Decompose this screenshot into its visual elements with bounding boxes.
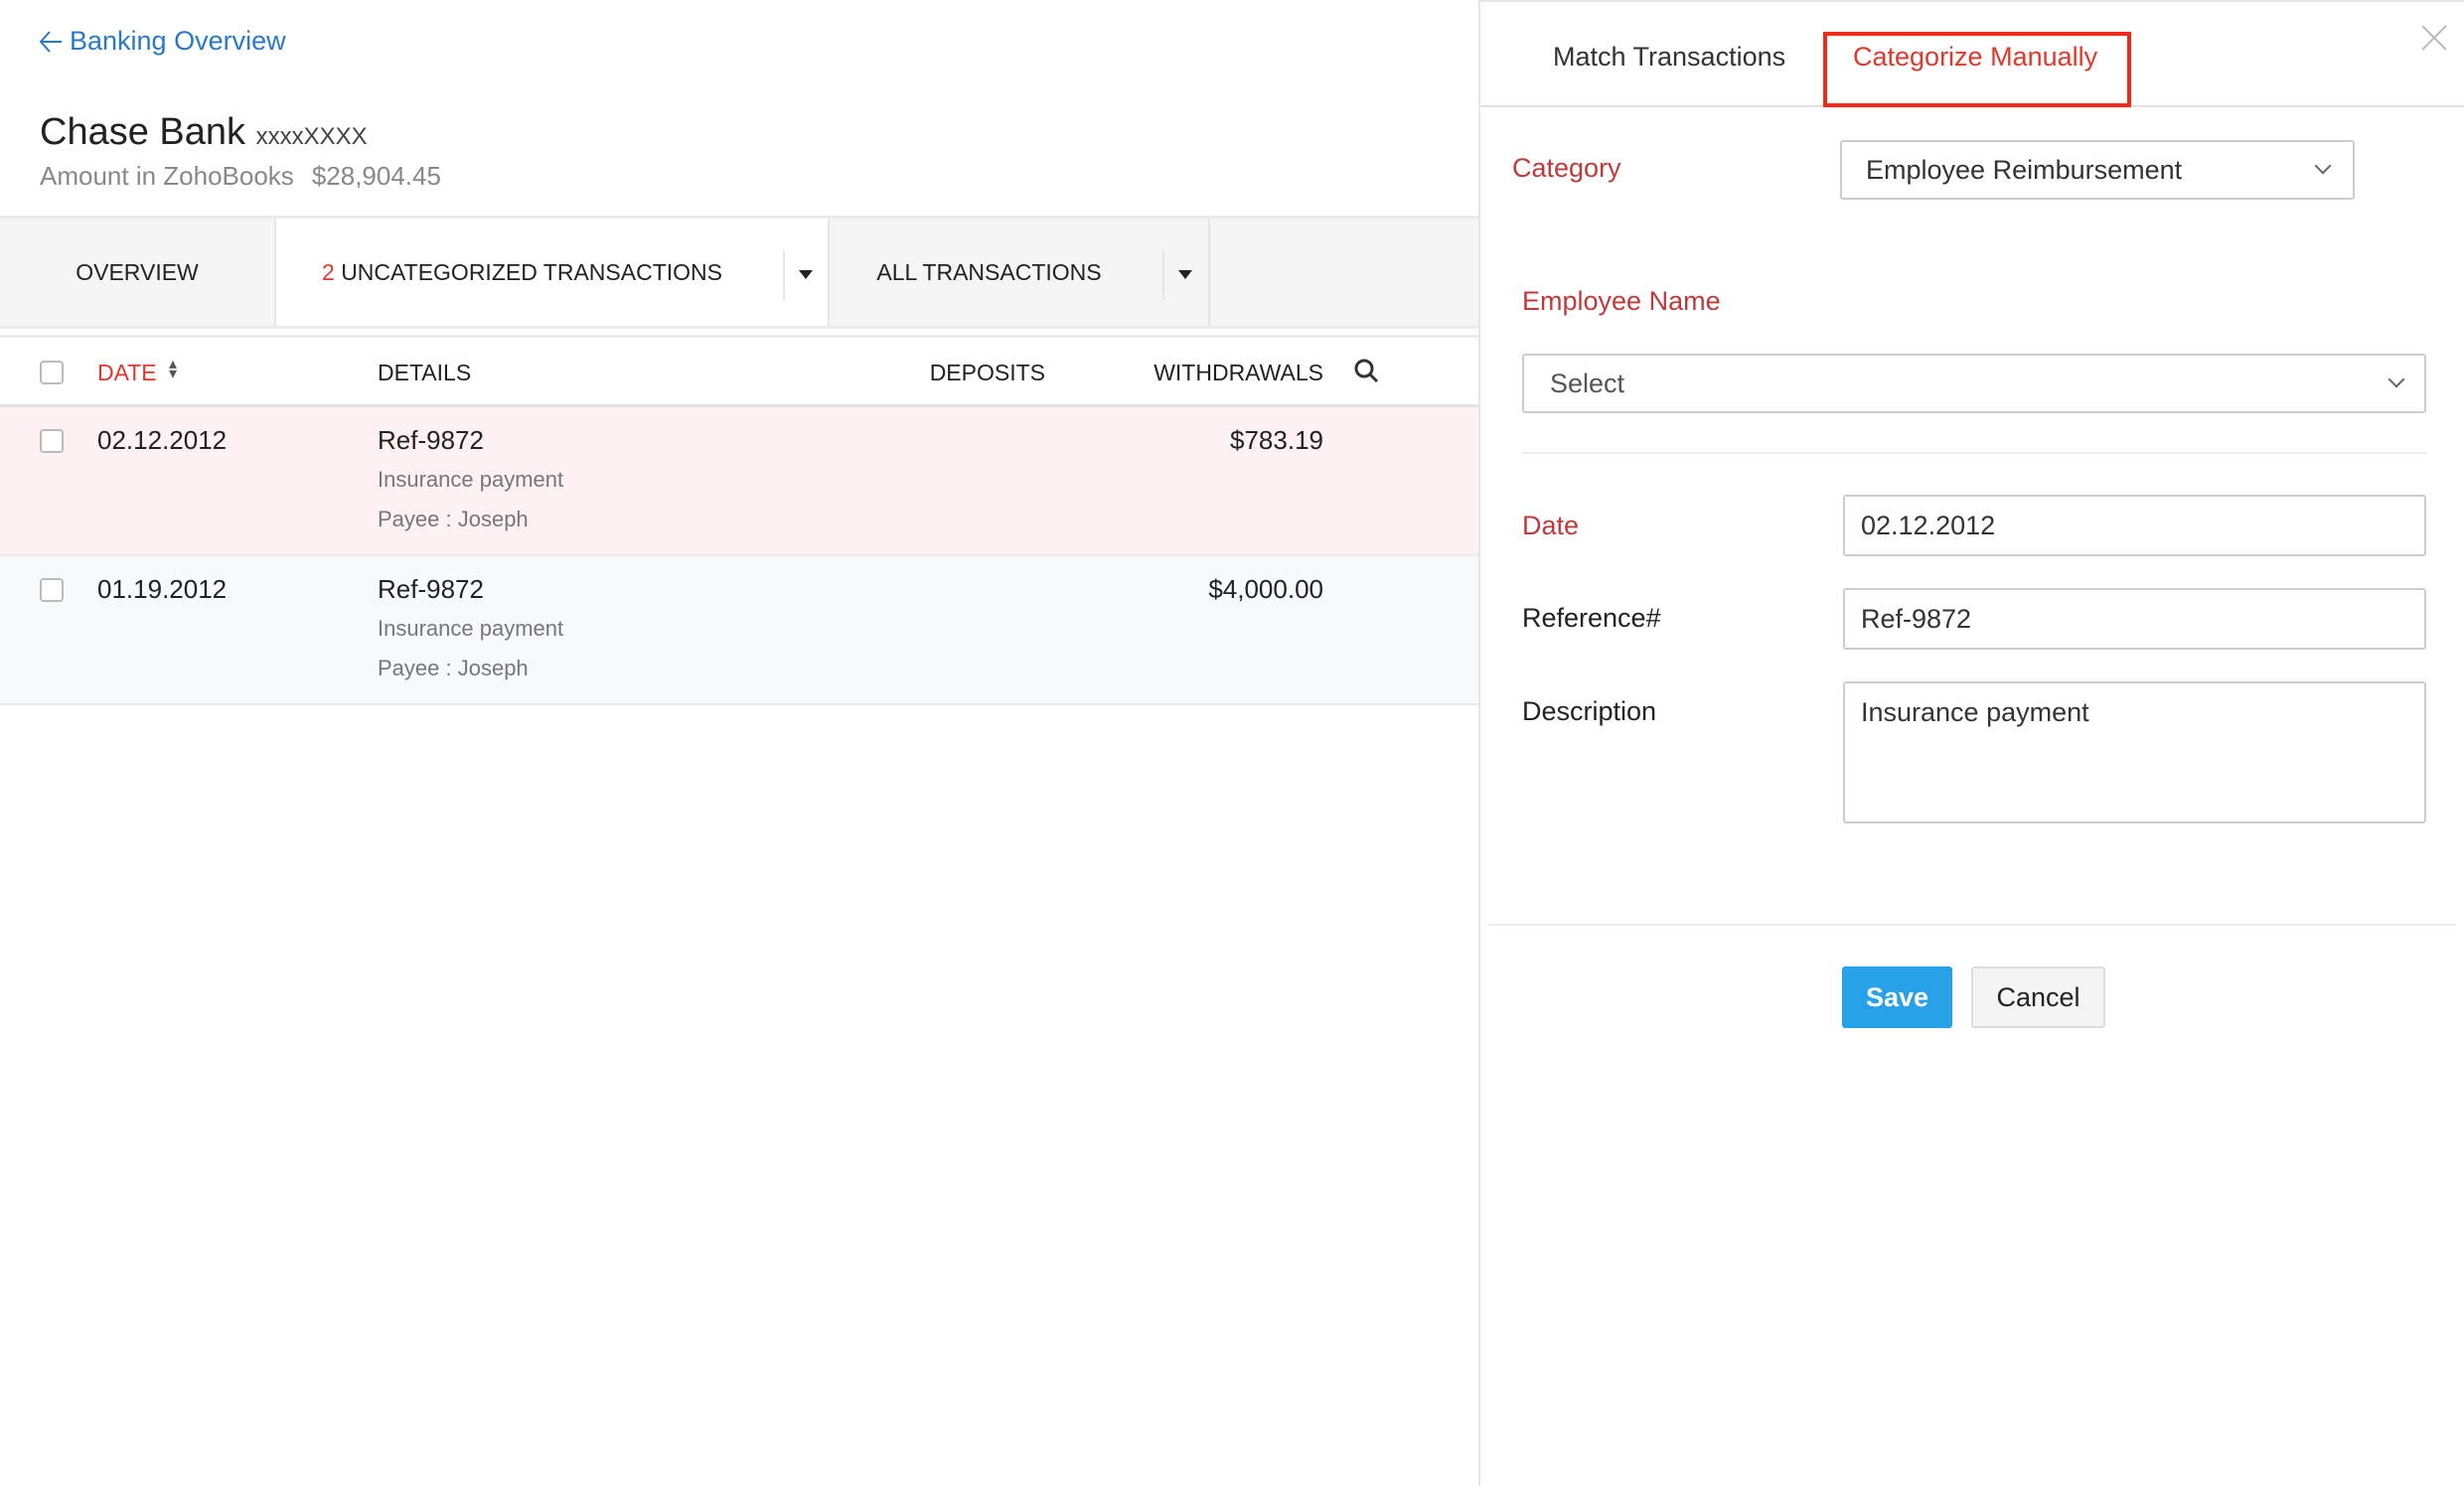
save-button[interactable]: Save bbox=[1842, 966, 1952, 1028]
select-all-checkbox[interactable] bbox=[40, 361, 64, 384]
tab-match-transactions[interactable]: Match Transactions bbox=[1553, 42, 1786, 72]
tab-categorize-label: Categorize Manually bbox=[1853, 42, 2098, 72]
table-row[interactable]: 02.12.2012 Ref-9872 Insurance payment Pa… bbox=[0, 407, 1478, 556]
category-label: Category bbox=[1512, 153, 1621, 183]
account-amount: Amount in ZohoBooks $28,904.45 bbox=[40, 161, 441, 192]
row-description: Insurance payment bbox=[378, 616, 564, 641]
tab-overview[interactable]: OVERVIEW bbox=[0, 219, 276, 326]
reference-label: Reference# bbox=[1522, 603, 1661, 633]
back-link-label: Banking Overview bbox=[70, 26, 286, 56]
chevron-down-icon bbox=[2314, 157, 2332, 175]
arrow-left-icon bbox=[39, 30, 62, 53]
row-date: 02.12.2012 bbox=[97, 425, 228, 455]
row-reference: Ref-9872 bbox=[378, 425, 484, 455]
reference-input[interactable]: Ref-9872 bbox=[1843, 588, 2426, 650]
employee-name-select[interactable]: Select bbox=[1522, 354, 2426, 413]
row-payee: Payee : Joseph bbox=[378, 507, 529, 531]
row-description: Insurance payment bbox=[378, 467, 564, 492]
tab-all-label: ALL TRANSACTIONS bbox=[876, 258, 1102, 285]
close-icon[interactable] bbox=[2420, 24, 2448, 52]
row-withdrawal: $783.19 bbox=[1230, 425, 1323, 455]
caret-down-icon[interactable] bbox=[1178, 270, 1192, 279]
tab-overview-label: OVERVIEW bbox=[76, 258, 199, 285]
account-number: xxxxXXXX bbox=[255, 123, 368, 150]
reference-value: Ref-9872 bbox=[1861, 603, 1972, 634]
categorize-panel: Match Transactions Categorize Manually C… bbox=[1478, 0, 2464, 1486]
category-select[interactable]: Employee Reimbursement bbox=[1840, 140, 2355, 200]
amount-label: Amount in ZohoBooks bbox=[40, 161, 294, 191]
description-value: Insurance payment bbox=[1861, 697, 2089, 727]
account-title: Chase Bank xxxxXXXX bbox=[40, 111, 368, 154]
transactions-pane: Banking Overview Chase Bank xxxxXXXX Amo… bbox=[0, 26, 1478, 705]
tab-all-transactions[interactable]: ALL TRANSACTIONS bbox=[830, 219, 1210, 326]
category-value: Employee Reimbursement bbox=[1866, 154, 2183, 185]
description-textarea[interactable]: Insurance payment bbox=[1843, 681, 2426, 823]
caret-down-icon[interactable] bbox=[799, 270, 813, 279]
column-details: DETAILS bbox=[378, 360, 472, 385]
employee-name-label: Employee Name bbox=[1522, 286, 1721, 316]
row-reference: Ref-9872 bbox=[378, 574, 484, 604]
search-icon[interactable] bbox=[1353, 358, 1381, 385]
column-deposits: DEPOSITS bbox=[929, 360, 1045, 385]
sort-icon[interactable]: ▴ ▾ bbox=[169, 356, 178, 382]
chevron-down-icon bbox=[2387, 371, 2405, 388]
account-name: Chase Bank bbox=[40, 111, 246, 153]
table-header: DATE ▴ ▾ DETAILS DEPOSITS WITHDRAWALS bbox=[0, 335, 1478, 407]
employee-name-value: Select bbox=[1550, 368, 1625, 398]
date-label: Date bbox=[1522, 511, 1580, 540]
row-checkbox[interactable] bbox=[40, 578, 64, 602]
row-payee: Payee : Joseph bbox=[378, 656, 529, 680]
description-label: Description bbox=[1522, 696, 1657, 726]
tab-uncategorized-label: 2 UNCATEGORIZED TRANSACTIONS bbox=[322, 259, 722, 286]
tab-categorize-manually[interactable]: Categorize Manually bbox=[1823, 32, 2131, 107]
row-date: 01.19.2012 bbox=[97, 574, 228, 604]
cancel-button[interactable]: Cancel bbox=[1971, 966, 2105, 1028]
table-row[interactable]: 01.19.2012 Ref-9872 Insurance payment Pa… bbox=[0, 556, 1478, 705]
back-link[interactable]: Banking Overview bbox=[38, 26, 286, 57]
transaction-tabs: OVERVIEW 2 UNCATEGORIZED TRANSACTIONS AL… bbox=[0, 216, 1478, 329]
tab-uncategorized[interactable]: 2 UNCATEGORIZED TRANSACTIONS bbox=[276, 219, 830, 326]
date-input[interactable]: 02.12.2012 bbox=[1843, 495, 2426, 556]
column-withdrawals: WITHDRAWALS bbox=[1154, 360, 1323, 385]
uncategorized-count: 2 bbox=[322, 258, 335, 285]
uncategorized-text: UNCATEGORIZED TRANSACTIONS bbox=[341, 258, 722, 285]
amount-value: $28,904.45 bbox=[311, 161, 441, 191]
row-checkbox[interactable] bbox=[40, 429, 64, 453]
column-date[interactable]: DATE bbox=[97, 360, 157, 385]
row-withdrawal: $4,000.00 bbox=[1208, 574, 1323, 604]
date-value: 02.12.2012 bbox=[1861, 510, 1996, 540]
